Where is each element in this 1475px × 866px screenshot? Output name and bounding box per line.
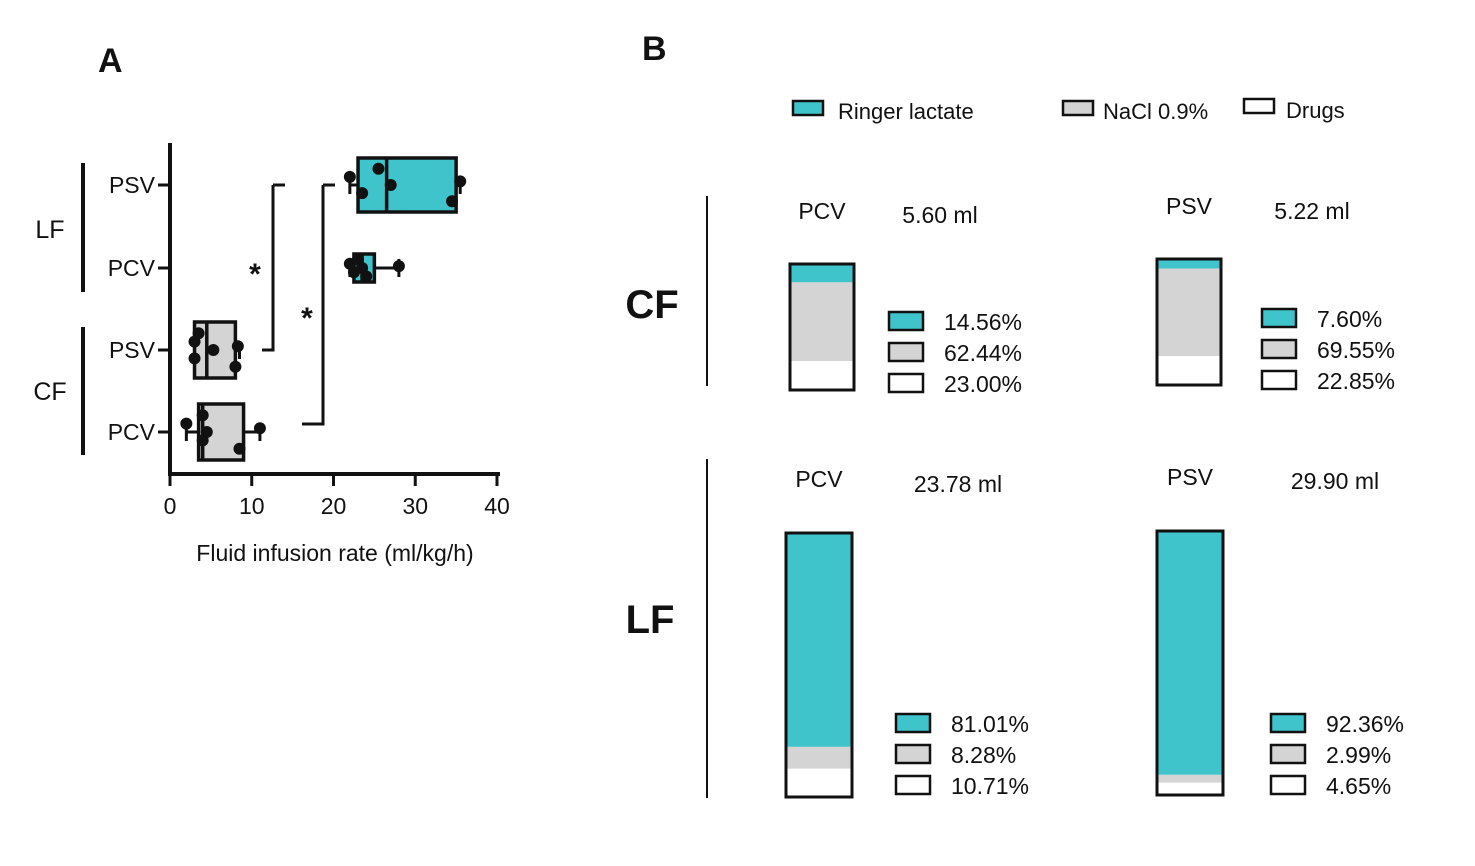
- stack-outline: [788, 262, 856, 392]
- bar-mode-label: PSV: [1167, 464, 1214, 490]
- data-point: [207, 344, 220, 356]
- pct-swatch-drugs: [1260, 369, 1298, 391]
- category-label: PCV: [108, 255, 156, 281]
- data-point: [233, 442, 246, 455]
- bar-total-label: 5.60 ml: [902, 202, 977, 228]
- stack-segment-drugs: [786, 768, 852, 797]
- x-tick-label: 10: [239, 493, 265, 519]
- data-point: [356, 187, 369, 200]
- pct-label-ringer: 81.01%: [951, 711, 1029, 737]
- pct-swatch-nacl: [1269, 743, 1307, 765]
- bar-mode-label: PSV: [1166, 193, 1213, 219]
- category-label: PSV: [109, 172, 156, 198]
- legend-swatch-ringer: [791, 99, 825, 117]
- data-point: [454, 175, 467, 188]
- legend: Ringer lactate NaCl 0.9% Drugs: [791, 97, 1345, 124]
- bar-mode-label: PCV: [798, 198, 846, 224]
- stack-segment-drugs: [1157, 356, 1221, 385]
- pct-label-nacl: 62.44%: [944, 340, 1022, 366]
- pct-label-drugs: 4.65%: [1326, 773, 1391, 799]
- bar-total-label: 23.78 ml: [914, 471, 1002, 497]
- x-tick-label: 0: [164, 493, 177, 519]
- bar-total-label: 5.22 ml: [1274, 198, 1349, 224]
- category-label: PSV: [109, 337, 156, 363]
- pct-label-nacl: 2.99%: [1326, 742, 1391, 768]
- box: [356, 156, 458, 214]
- group-label-cf-b: CF: [625, 283, 678, 327]
- data-point: [231, 340, 244, 353]
- data-point: [200, 426, 213, 438]
- category-label: PCV: [108, 419, 156, 445]
- stack-segment-ringer: [1157, 259, 1221, 269]
- data-point: [446, 195, 459, 208]
- x-axis-label: Fluid infusion rate (ml/kg/h): [196, 540, 473, 566]
- significance-star-2: *: [301, 302, 313, 335]
- pct-label-drugs: 10.71%: [951, 773, 1029, 799]
- stacked-bar-panel: Ringer lactate NaCl 0.9% Drugs CF LF PCV…: [625, 97, 1404, 799]
- pct-label-nacl: 69.55%: [1317, 337, 1395, 363]
- stack-outline: [1155, 529, 1225, 797]
- data-point: [188, 352, 201, 365]
- stack-segment-drugs: [790, 361, 854, 390]
- bar-total-label: 29.90 ml: [1291, 468, 1379, 494]
- pct-swatch-nacl: [887, 341, 925, 363]
- legend-swatch-drugs: [1242, 97, 1276, 115]
- pct-swatch-drugs: [894, 774, 932, 796]
- group-label-lf: LF: [35, 216, 64, 244]
- pct-swatch-drugs: [1269, 774, 1307, 796]
- stack-segment-nacl: [790, 282, 854, 362]
- data-point: [253, 422, 266, 435]
- legend-label-ringer: Ringer lactate: [838, 99, 974, 124]
- data-point: [392, 260, 405, 273]
- data-point: [384, 179, 397, 191]
- significance-bracket-1: [262, 183, 285, 352]
- data-point: [192, 327, 205, 340]
- data-point: [372, 162, 385, 175]
- panel-b-label: B: [642, 30, 667, 68]
- pct-label-drugs: 23.00%: [944, 371, 1022, 397]
- stack-segment-ringer: [1157, 531, 1223, 775]
- significance-bracket-2: [302, 183, 335, 426]
- box-plot-panel: 0 10 20 30 40 Fluid infusion rate (ml/kg/h) …: [33, 143, 510, 566]
- stack-segment-drugs: [1157, 782, 1223, 795]
- pct-swatch-nacl: [1260, 338, 1298, 360]
- data-point: [180, 417, 193, 430]
- stack-outline: [784, 531, 854, 799]
- group-label-cf: CF: [33, 378, 66, 406]
- data-point: [196, 409, 209, 422]
- panel-a-label: A: [98, 42, 123, 80]
- bar-mode-label: PCV: [795, 466, 843, 492]
- data-point: [343, 170, 356, 183]
- stack-segment-nacl: [1157, 268, 1221, 357]
- data-point: [360, 270, 373, 283]
- pct-label-ringer: 7.60%: [1317, 306, 1382, 332]
- group-label-lf-b: LF: [626, 598, 675, 642]
- pct-swatch-ringer: [1269, 712, 1307, 734]
- legend-label-nacl: NaCl 0.9%: [1103, 99, 1208, 124]
- stack-segment-ringer: [790, 264, 854, 283]
- stack-segment-ringer: [786, 533, 852, 747]
- pct-label-ringer: 92.36%: [1326, 711, 1404, 737]
- pct-swatch-ringer: [894, 712, 932, 734]
- pct-swatch-drugs: [887, 372, 925, 394]
- pct-label-drugs: 22.85%: [1317, 368, 1395, 394]
- x-tick-label: 30: [402, 493, 428, 519]
- pct-label-ringer: 14.56%: [944, 309, 1022, 335]
- data-point: [229, 360, 242, 373]
- legend-label-drugs: Drugs: [1286, 98, 1345, 123]
- pct-swatch-ringer: [887, 310, 925, 332]
- x-tick-label: 20: [321, 493, 347, 519]
- pct-swatch-nacl: [894, 743, 932, 765]
- significance-star-1: *: [249, 258, 261, 291]
- pct-swatch-ringer: [1260, 307, 1298, 329]
- stack-segment-nacl: [786, 746, 852, 769]
- stack-segment-nacl: [1157, 774, 1223, 783]
- pct-label-nacl: 8.28%: [951, 742, 1016, 768]
- x-tick-label: 40: [484, 493, 510, 519]
- legend-swatch-nacl: [1061, 99, 1095, 117]
- stack-outline: [1155, 257, 1223, 387]
